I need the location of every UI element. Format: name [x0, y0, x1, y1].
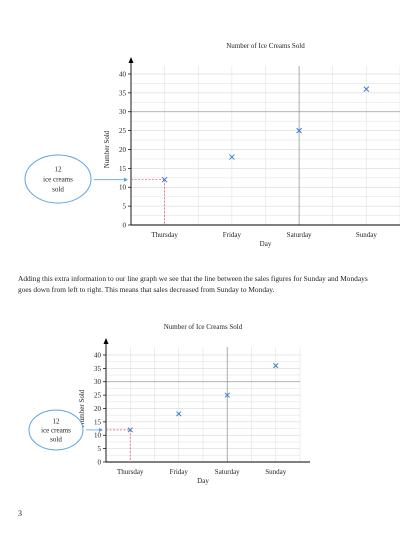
y-tick-label: 5 — [98, 445, 102, 453]
y-tick-label: 15 — [94, 418, 102, 426]
ice-cream-chart-bottom: 0 5 10 15 20 25 30 35 40 Thursday Friday Saturday Su… — [28, 323, 310, 485]
callout-text: ice creams — [43, 175, 73, 183]
y-tick-label: 40 — [119, 70, 127, 78]
x-tick-label: Saturday — [215, 468, 240, 476]
y-tick-label: 25 — [94, 392, 102, 400]
y-axis-label: Number Sold — [78, 389, 86, 427]
callout-text: 12 — [55, 165, 63, 173]
y-tick-label: 10 — [119, 184, 127, 192]
y-axis-arrow — [103, 338, 109, 344]
y-tick-label: 0 — [123, 221, 127, 229]
data-point — [161, 176, 168, 183]
y-tick-label: 20 — [94, 405, 102, 413]
callout-arrowhead — [124, 177, 128, 182]
y-tick-label: 15 — [119, 165, 127, 173]
page-number: 3 — [18, 509, 22, 518]
data-point — [229, 154, 235, 160]
x-tick-label: Saturday — [287, 231, 312, 239]
y-tick-label: 25 — [119, 127, 127, 135]
data-point — [127, 427, 133, 433]
data-point — [363, 86, 370, 92]
y-tick-label: 0 — [98, 458, 102, 466]
x-tick-label: Friday — [223, 231, 242, 239]
callout-bubble — [24, 154, 92, 204]
body-paragraph: Adding this extra information to our lin… — [18, 274, 368, 295]
y-tick-label: 20 — [119, 146, 127, 154]
x-axis-label: Day — [197, 477, 209, 485]
data-point — [224, 392, 230, 398]
callout-text: ice creams — [41, 426, 71, 434]
callout-text: 12 — [53, 417, 61, 425]
x-tick-label: Thursday — [151, 231, 178, 239]
data-point — [273, 363, 279, 369]
callout-text: sold — [50, 435, 62, 443]
y-tick-label: 10 — [94, 432, 102, 440]
x-tick-label: Sunday — [265, 468, 287, 476]
data-point — [176, 411, 182, 417]
y-tick-label: 35 — [119, 89, 127, 97]
data-point — [296, 127, 302, 134]
y-axis-label: Number Sold — [103, 130, 111, 168]
y-tick-label: 40 — [94, 351, 102, 359]
callout-bubble — [28, 409, 84, 451]
x-tick-label: Thursday — [117, 468, 144, 476]
y-axis-arrow — [128, 57, 134, 63]
y-tick-label: 30 — [94, 378, 102, 386]
x-tick-label: Friday — [170, 468, 189, 476]
callout-text: sold — [52, 185, 64, 193]
y-tick-label: 5 — [123, 203, 127, 211]
ice-cream-chart-top: 0 5 10 15 20 25 30 35 40 Thursday Friday Saturday Su… — [24, 42, 400, 248]
x-axis-label: Day — [260, 240, 272, 248]
callout-arrowhead — [99, 427, 103, 433]
chart-title: Number of Ice Creams Sold — [164, 323, 243, 331]
x-tick-label: Sunday — [356, 231, 378, 239]
chart-title: Number of Ice Creams Sold — [226, 42, 305, 50]
y-tick-label: 35 — [94, 365, 102, 373]
y-tick-label: 30 — [119, 108, 127, 116]
